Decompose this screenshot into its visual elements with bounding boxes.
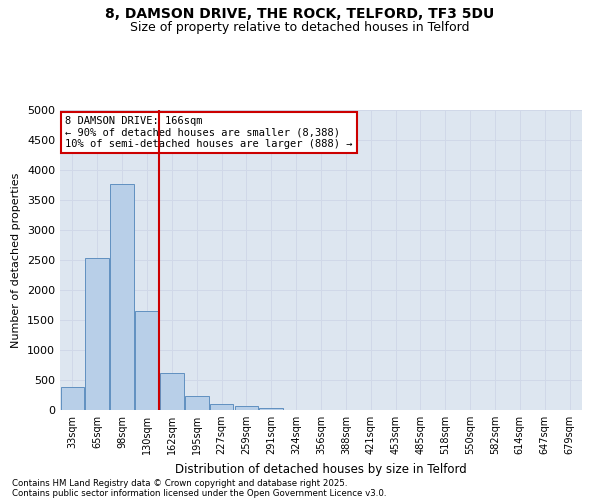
Bar bbox=[235, 406, 258, 410]
Y-axis label: Number of detached properties: Number of detached properties bbox=[11, 172, 22, 348]
Text: Contains HM Land Registry data © Crown copyright and database right 2025.: Contains HM Land Registry data © Crown c… bbox=[12, 478, 347, 488]
Text: 8 DAMSON DRIVE: 166sqm
← 90% of detached houses are smaller (8,388)
10% of semi-: 8 DAMSON DRIVE: 166sqm ← 90% of detached… bbox=[65, 116, 353, 149]
Bar bbox=[259, 408, 283, 410]
Bar bbox=[110, 184, 134, 410]
Bar bbox=[210, 404, 233, 410]
Bar bbox=[160, 373, 184, 410]
Bar bbox=[135, 311, 159, 410]
Text: Contains public sector information licensed under the Open Government Licence v3: Contains public sector information licen… bbox=[12, 488, 386, 498]
Text: 8, DAMSON DRIVE, THE ROCK, TELFORD, TF3 5DU: 8, DAMSON DRIVE, THE ROCK, TELFORD, TF3 … bbox=[106, 8, 494, 22]
Bar bbox=[61, 387, 84, 410]
X-axis label: Distribution of detached houses by size in Telford: Distribution of detached houses by size … bbox=[175, 462, 467, 475]
Bar bbox=[85, 258, 109, 410]
Bar bbox=[185, 396, 209, 410]
Text: Size of property relative to detached houses in Telford: Size of property relative to detached ho… bbox=[130, 21, 470, 34]
